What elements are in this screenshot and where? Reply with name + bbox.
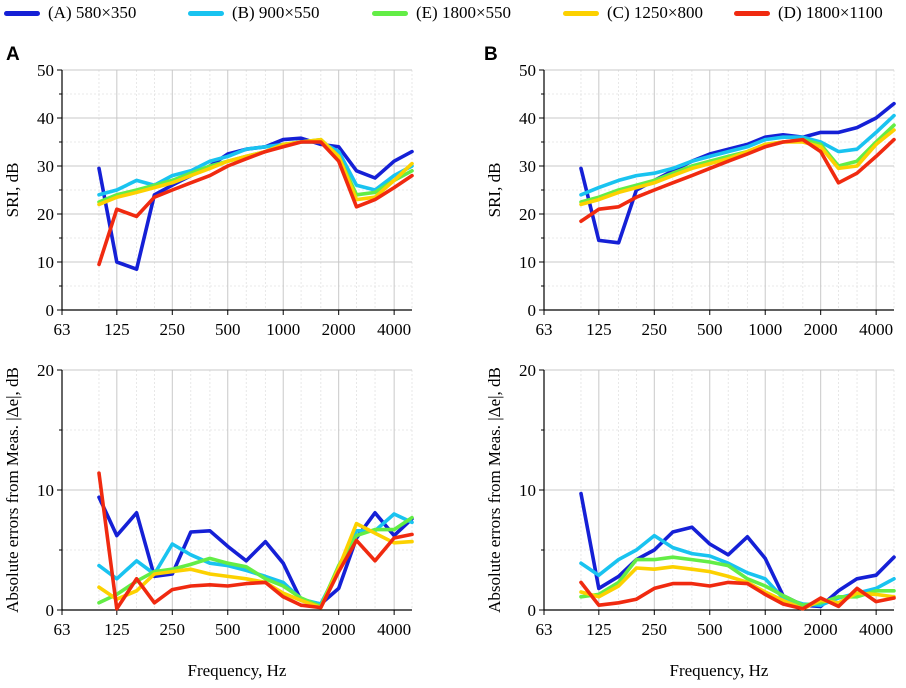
y-tick-label-b-top: 30: [519, 157, 536, 176]
x-tick-label-b-top: 250: [642, 320, 668, 339]
y-tick-label-a-bottom: 20: [37, 361, 54, 380]
x-tick-label-a-bottom: 500: [215, 620, 241, 639]
y-tick-label-a-top: 10: [37, 253, 54, 272]
y-tick-label-a-bottom: 0: [46, 601, 55, 620]
y-tick-label-a-top: 0: [46, 301, 55, 320]
x-tick-label-a-top: 1000: [266, 320, 300, 339]
y-axis-title-b-top: SRI, dB: [485, 163, 504, 218]
legend-item-a: (A) 580×350: [4, 2, 136, 24]
x-tick-label-a-top: 63: [54, 320, 71, 339]
x-tick-label-b-bottom: 1000: [748, 620, 782, 639]
x-tick-label-a-top: 125: [104, 320, 130, 339]
legend-label-b: (B) 900×550: [232, 3, 320, 22]
y-tick-label-a-top: 40: [37, 109, 54, 128]
y-tick-label-a-top: 50: [37, 61, 54, 80]
x-tick-label-b-bottom: 500: [697, 620, 723, 639]
y-tick-label-b-top: 0: [528, 301, 537, 320]
legend-swatch-d: [734, 10, 770, 16]
series-line-b-top-4: [579, 137, 896, 223]
series-line-a-bottom-4: [97, 471, 414, 611]
x-tick-label-a-top: 4000: [377, 320, 411, 339]
series-line-a-bottom-2: [97, 515, 414, 609]
legend-label-a: (A) 580×350: [48, 3, 137, 22]
x-tick-label-b-bottom: 2000: [804, 620, 838, 639]
x-tick-label-b-top: 1000: [748, 320, 782, 339]
x-tick-label-a-top: 500: [215, 320, 241, 339]
x-tick-label-b-top: 125: [586, 320, 612, 339]
legend-label-c: (C) 1250×800: [607, 3, 703, 22]
x-axis-title-b-bottom: Frequency, Hz: [670, 661, 769, 680]
series-line-b-bottom-4: [579, 580, 896, 611]
y-axis-title-a-bottom: Absolute errors from Meas. |Δe|, dB: [3, 367, 22, 613]
y-tick-label-b-top: 40: [519, 109, 536, 128]
y-tick-label-b-top: 10: [519, 253, 536, 272]
legend-item-e: (E) 1800×550: [372, 2, 511, 24]
x-tick-label-a-bottom: 125: [104, 620, 130, 639]
y-tick-label-b-bottom: 0: [528, 601, 537, 620]
x-tick-label-b-top: 63: [536, 320, 553, 339]
x-tick-label-b-bottom: 125: [586, 620, 612, 639]
x-tick-label-b-top: 4000: [859, 320, 893, 339]
legend-item-d: (D) 1800×1100: [734, 2, 883, 24]
x-tick-label-a-bottom: 63: [54, 620, 71, 639]
panel-label-b: B: [484, 44, 498, 65]
legend-swatch-c: [563, 10, 599, 16]
series-line-a-top-4: [97, 140, 414, 267]
y-tick-label-b-top: 20: [519, 205, 536, 224]
series-line-b-bottom-2: [579, 555, 896, 608]
x-tick-label-b-bottom: 63: [536, 620, 553, 639]
legend-label-d: (D) 1800×1100: [778, 3, 883, 22]
legend-item-c: (C) 1250×800: [563, 2, 703, 24]
panel-label-a: A: [6, 44, 20, 65]
x-tick-label-b-top: 2000: [804, 320, 838, 339]
x-tick-label-a-bottom: 2000: [322, 620, 356, 639]
x-tick-label-a-top: 250: [160, 320, 186, 339]
chart-legend: (A) 580×350 (B) 900×550 (E) 1800×550 (C)…: [0, 0, 906, 26]
series-line-b-top-0: [579, 101, 896, 245]
y-axis-title-a-top: SRI, dB: [3, 163, 22, 218]
legend-swatch-a: [4, 10, 40, 16]
x-tick-label-a-bottom: 4000: [377, 620, 411, 639]
y-axis-title-b-bottom: Absolute errors from Meas. |Δe|, dB: [485, 367, 504, 613]
legend-label-e: (E) 1800×550: [416, 3, 512, 22]
y-tick-label-a-top: 20: [37, 205, 54, 224]
y-tick-label-b-bottom: 10: [519, 481, 536, 500]
series-line-b-top-1: [579, 113, 896, 197]
x-axis-title-a-bottom: Frequency, Hz: [188, 661, 287, 680]
x-tick-label-b-bottom: 250: [642, 620, 668, 639]
legend-swatch-e: [372, 10, 408, 16]
x-tick-label-b-top: 500: [697, 320, 723, 339]
y-tick-label-a-bottom: 10: [37, 481, 54, 500]
x-tick-label-a-bottom: 250: [160, 620, 186, 639]
y-tick-label-a-top: 30: [37, 157, 54, 176]
y-tick-label-b-top: 50: [519, 61, 536, 80]
x-tick-label-a-top: 2000: [322, 320, 356, 339]
series-line-b-top-3: [579, 128, 896, 207]
y-tick-label-b-bottom: 20: [519, 361, 536, 380]
series-line-a-bottom-3: [97, 521, 414, 610]
legend-item-b: (B) 900×550: [188, 2, 320, 24]
x-tick-label-a-bottom: 1000: [266, 620, 300, 639]
x-tick-label-b-bottom: 4000: [859, 620, 893, 639]
legend-swatch-b: [188, 10, 224, 16]
